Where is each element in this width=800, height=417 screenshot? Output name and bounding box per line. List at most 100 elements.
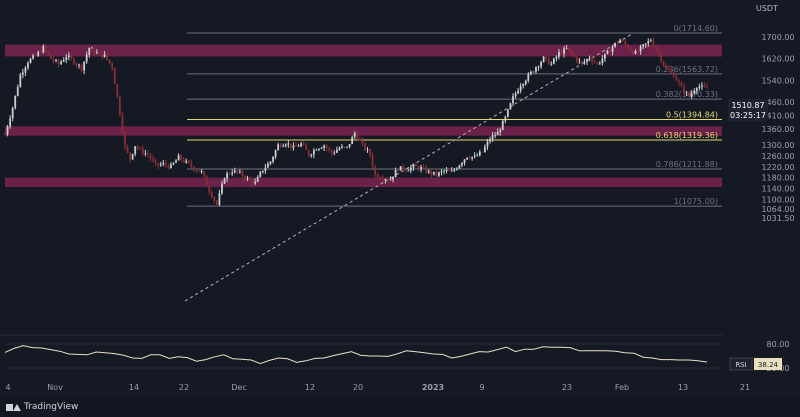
candle-body — [80, 64, 83, 71]
candle-body — [455, 168, 458, 170]
current-price-tag: 1510.87 03:25:17 — [728, 99, 768, 121]
candle-body — [57, 60, 60, 65]
time-tick-5: 12 — [305, 383, 315, 392]
candle-body — [264, 167, 267, 171]
price-tick-1: 1620.00 — [761, 55, 794, 64]
candle-body — [141, 148, 144, 154]
candle-body — [481, 151, 484, 153]
candle-body — [277, 144, 280, 151]
candle-body — [504, 116, 507, 121]
fib-label-3: 0.5(1394.84) — [666, 111, 718, 120]
candle-body — [90, 47, 93, 49]
candle-body — [642, 44, 645, 47]
candle-body — [190, 162, 193, 167]
candle-body — [499, 130, 502, 133]
candle-body — [284, 144, 287, 146]
candle-body — [83, 61, 86, 71]
candle-body — [624, 41, 627, 45]
candle-body — [555, 56, 558, 59]
candle-body — [50, 54, 52, 59]
candle-body — [425, 167, 428, 173]
candle-body — [297, 146, 300, 147]
candle-body — [675, 77, 678, 81]
candle-body — [338, 147, 341, 150]
candle-body — [341, 146, 343, 148]
candle-body — [678, 80, 680, 83]
candle-body — [302, 143, 305, 146]
candle-body — [512, 96, 514, 104]
candle-body — [106, 54, 109, 60]
candle-body — [19, 74, 22, 87]
candle-body — [261, 170, 264, 173]
candle-body — [657, 49, 660, 54]
candle-body — [420, 166, 422, 170]
candle-body — [290, 143, 292, 148]
candle-body — [203, 171, 206, 177]
candle-body — [680, 82, 683, 87]
time-tick-0: 4 — [5, 383, 10, 392]
price-tick-5: 1360.00 — [761, 125, 794, 134]
candle-body — [706, 86, 708, 89]
candle-body — [78, 64, 80, 66]
fib-label-1: 0.236(1563.72) — [656, 65, 718, 74]
candle-body — [70, 55, 73, 59]
candle-body — [552, 58, 555, 64]
candle-body — [14, 95, 17, 108]
candle-body — [333, 152, 336, 154]
candle-body — [126, 146, 129, 153]
candle-body — [124, 132, 126, 147]
candle-body — [461, 163, 463, 166]
time-axis[interactable]: 4 Nov 14 22 Dec 12 20 2023 9 23 Feb 13 21 — [5, 383, 750, 392]
time-tick-7: 2023 — [422, 383, 444, 392]
candle-body — [254, 181, 257, 184]
candle-body — [27, 62, 29, 68]
candle-body — [484, 146, 486, 153]
candle-body — [187, 160, 190, 163]
candle-body — [601, 58, 604, 63]
candle-body — [193, 166, 195, 171]
candle-body — [180, 155, 183, 160]
candle-body — [417, 166, 420, 170]
candle-body — [325, 145, 328, 149]
candle-body — [172, 162, 175, 165]
price-tick-4: 1410.00 — [761, 111, 794, 120]
candle-body — [688, 92, 691, 97]
candle-body — [486, 141, 489, 147]
candle-body — [210, 191, 213, 198]
candle-body — [88, 47, 91, 55]
price-axis[interactable]: 1700.00 1620.00 1540.00 1460.00 1410.00 1360.… — [761, 33, 794, 223]
candle-body — [267, 163, 269, 168]
tradingview-icon — [6, 403, 21, 412]
candle-body — [75, 63, 78, 65]
candle-body — [221, 183, 223, 194]
candle-body — [703, 85, 706, 87]
candle-body — [517, 90, 519, 94]
candle-body — [108, 59, 111, 64]
candle-body — [103, 54, 106, 58]
candle-body — [565, 48, 568, 50]
candle-body — [335, 149, 338, 153]
tradingview-logo[interactable]: TradingView — [6, 402, 78, 412]
candle-body — [468, 157, 471, 159]
candle-body — [435, 171, 438, 176]
time-tick-8: 9 — [479, 383, 484, 392]
candle-body — [170, 164, 172, 169]
candle-body — [670, 70, 673, 73]
candle-body — [655, 46, 657, 50]
candle-body — [111, 63, 114, 69]
candle-body — [473, 155, 476, 157]
candle-body — [381, 178, 384, 181]
candle-body — [371, 155, 374, 167]
candle-body — [404, 170, 407, 172]
candle-body — [32, 55, 34, 59]
candle-body — [24, 67, 27, 73]
candle-body — [238, 171, 241, 173]
candle-body — [29, 58, 32, 63]
price-tick-6: 1300.00 — [761, 141, 794, 150]
candle-body — [44, 45, 47, 51]
candle-body — [700, 85, 703, 87]
candle-countdown: 03:25:17 — [730, 111, 766, 120]
candle-body — [527, 74, 530, 81]
